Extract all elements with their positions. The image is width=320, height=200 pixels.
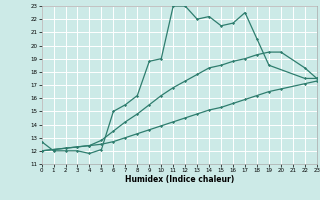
- X-axis label: Humidex (Indice chaleur): Humidex (Indice chaleur): [124, 175, 234, 184]
